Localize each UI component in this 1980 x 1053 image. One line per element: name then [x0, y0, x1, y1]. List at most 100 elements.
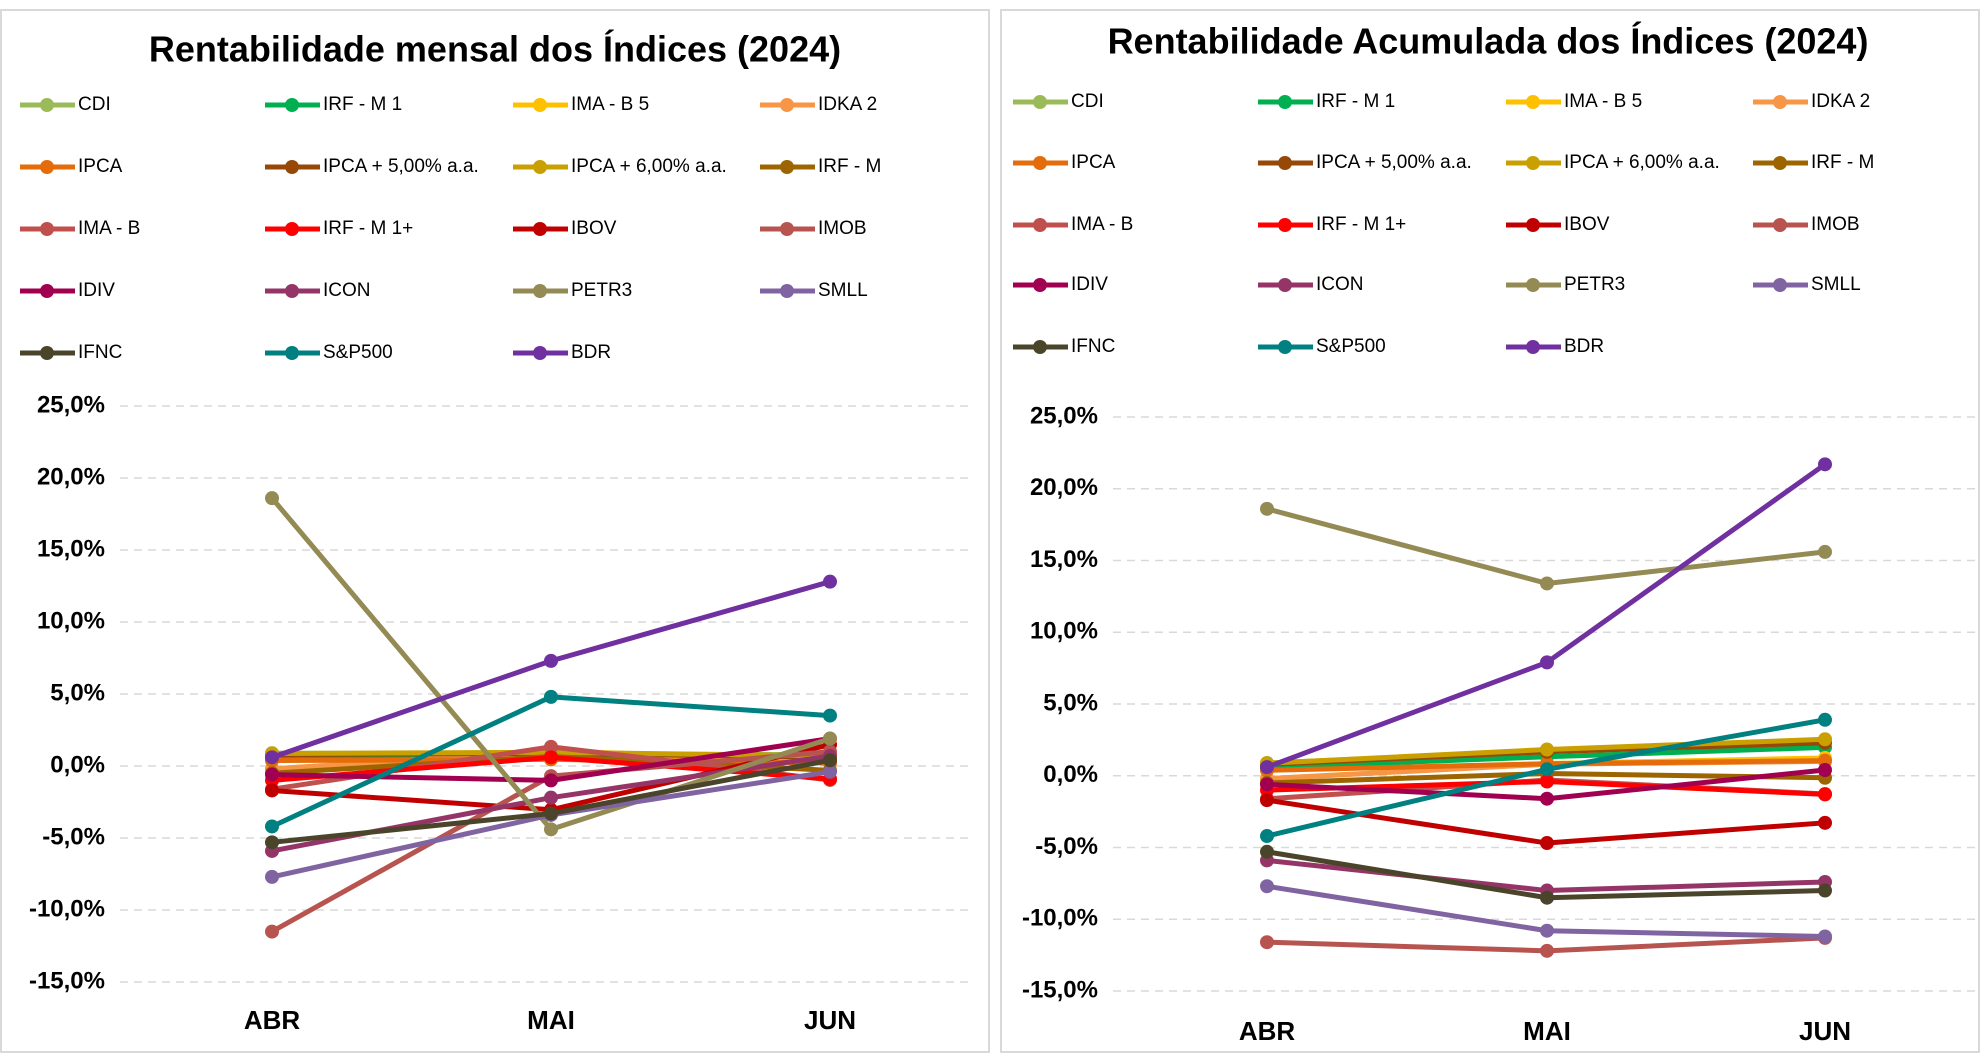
legend-label: PETR3 [1564, 274, 1625, 295]
legend-label: BDR [1564, 336, 1604, 357]
y-tick-label: 5,0% [50, 679, 105, 706]
legend-marker [1278, 340, 1292, 354]
data-point [823, 753, 837, 768]
y-tick-label: -5,0% [42, 823, 105, 850]
y-tick-label: 20,0% [1030, 474, 1098, 501]
legend-label: PETR3 [571, 280, 632, 301]
legend-marker [1773, 156, 1787, 170]
legend-label: BDR [571, 342, 611, 363]
data-point [1818, 815, 1832, 830]
legend-marker [1773, 278, 1787, 292]
series-line [1266, 462, 1827, 770]
y-tick-label: 10,0% [1030, 618, 1098, 645]
data-point [544, 790, 558, 805]
data-point [823, 764, 837, 779]
legend-label: IDIV [78, 280, 115, 301]
data-point [1540, 774, 1554, 789]
y-tick-label: 25,0% [37, 391, 105, 418]
legend-label: IPCA + 5,00% a.a. [1316, 152, 1472, 173]
legend-marker [40, 98, 54, 112]
legend-marker [780, 222, 794, 236]
data-point [823, 708, 837, 723]
legend-marker [1278, 278, 1292, 292]
data-point [1818, 544, 1832, 559]
legend-label: IFNC [1071, 336, 1115, 357]
y-tick-label: -10,0% [29, 895, 105, 922]
legend-label: IMOB [1811, 214, 1860, 235]
data-point [1260, 844, 1274, 859]
panel-border [1000, 9, 1980, 1053]
legend-marker [285, 222, 299, 236]
panel-border [0, 9, 990, 1053]
y-tick-label: 20,0% [37, 463, 105, 490]
legend-label: IDIV [1071, 274, 1108, 295]
data-point [544, 806, 558, 821]
legend-marker [1773, 218, 1787, 232]
legend-marker [1278, 95, 1292, 109]
data-point [544, 653, 558, 668]
legend-label: S&P500 [323, 342, 393, 363]
legend-marker [533, 98, 547, 112]
data-point [265, 767, 279, 782]
legend-marker [533, 160, 547, 174]
data-point [265, 750, 279, 765]
data-point [265, 869, 279, 884]
legend-marker [40, 160, 54, 174]
x-tick-label: MAI [1523, 1016, 1571, 1046]
data-point [1818, 457, 1832, 472]
y-tick-label: 25,0% [1030, 402, 1098, 429]
legend-label: IRF - M [1811, 152, 1874, 173]
data-point [544, 739, 558, 754]
legend-marker [40, 284, 54, 298]
y-tick-label: -15,0% [29, 967, 105, 994]
legend-label: IMA - B [78, 218, 140, 239]
legend-marker [1526, 156, 1540, 170]
data-point [1818, 712, 1832, 727]
legend-marker [285, 160, 299, 174]
y-tick-label: 5,0% [1043, 689, 1098, 716]
data-point [265, 491, 279, 506]
x-tick-label: JUN [804, 1005, 856, 1035]
data-point [1540, 923, 1554, 938]
x-tick-label: ABR [244, 1005, 301, 1035]
legend-label: IBOV [1564, 214, 1610, 235]
legend-marker [1278, 218, 1292, 232]
data-point [1540, 655, 1554, 670]
data-point [1260, 935, 1274, 950]
data-point [1540, 890, 1554, 905]
legend-marker [1033, 340, 1047, 354]
legend-marker [285, 346, 299, 360]
x-tick-label: ABR [1239, 1016, 1296, 1046]
legend-label: IDKA 2 [1811, 91, 1870, 112]
legend-label: CDI [1071, 91, 1104, 112]
data-point [823, 731, 837, 746]
legend-label: IMOB [818, 218, 867, 239]
y-tick-label: 15,0% [37, 535, 105, 562]
legend-label: IMA - B [1071, 214, 1133, 235]
data-point [544, 773, 558, 788]
chart-title: Rentabilidade Acumulada dos Índices (202… [1108, 21, 1869, 62]
data-point [1818, 787, 1832, 802]
legend-marker [1278, 156, 1292, 170]
legend-marker [40, 346, 54, 360]
legend-label: CDI [78, 94, 111, 115]
data-point [1540, 742, 1554, 757]
legend-marker [780, 98, 794, 112]
legend-marker [1033, 218, 1047, 232]
legend-marker [1033, 156, 1047, 170]
series-line [271, 579, 831, 760]
legend-label: IPCA + 6,00% a.a. [571, 156, 727, 177]
legend-label: IRF - M 1+ [1316, 214, 1406, 235]
data-point [265, 835, 279, 850]
x-tick-label: MAI [527, 1005, 575, 1035]
legend-label: IMA - B 5 [1564, 91, 1642, 112]
data-point [1818, 929, 1832, 944]
legend-marker [285, 98, 299, 112]
legend-label: SMLL [1811, 274, 1861, 295]
legend-label: IRF - M 1 [323, 94, 402, 115]
legend-label: IBOV [571, 218, 617, 239]
legend-marker [533, 346, 547, 360]
legend-label: IRF - M 1 [1316, 91, 1395, 112]
legend-marker [285, 284, 299, 298]
